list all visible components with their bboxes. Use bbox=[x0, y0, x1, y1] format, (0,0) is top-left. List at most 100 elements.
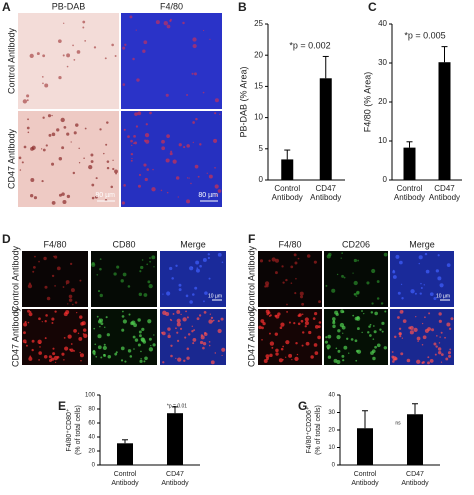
texture bbox=[325, 284, 328, 287]
texture bbox=[188, 177, 190, 179]
texture bbox=[27, 283, 33, 289]
texture bbox=[176, 339, 180, 343]
texture bbox=[199, 264, 202, 268]
texture bbox=[191, 330, 194, 333]
texture bbox=[113, 272, 117, 276]
texture bbox=[300, 319, 304, 323]
texture bbox=[148, 283, 153, 289]
texture bbox=[313, 343, 318, 347]
texture bbox=[304, 317, 309, 322]
texture bbox=[210, 360, 215, 365]
texture bbox=[65, 280, 70, 284]
texture bbox=[134, 338, 139, 342]
texture bbox=[342, 332, 344, 334]
texture bbox=[29, 53, 34, 58]
texture bbox=[204, 331, 207, 335]
texture bbox=[54, 285, 56, 287]
micrograph bbox=[18, 13, 119, 109]
texture bbox=[337, 349, 341, 353]
texture bbox=[123, 184, 126, 187]
texture bbox=[431, 328, 435, 332]
texture bbox=[191, 72, 194, 75]
column-label: F4/80 bbox=[278, 239, 301, 249]
texture bbox=[427, 361, 430, 365]
texture bbox=[194, 286, 198, 290]
texture bbox=[51, 317, 55, 321]
texture bbox=[57, 39, 62, 44]
texture bbox=[36, 52, 40, 56]
texture bbox=[138, 334, 142, 338]
texture bbox=[99, 267, 102, 271]
texture bbox=[263, 359, 268, 364]
texture bbox=[269, 341, 275, 346]
texture bbox=[343, 276, 346, 279]
texture bbox=[354, 316, 359, 321]
y-tick-label: 20 bbox=[254, 50, 263, 59]
micrograph bbox=[91, 251, 157, 307]
texture bbox=[51, 201, 56, 205]
texture bbox=[435, 269, 439, 273]
texture bbox=[30, 178, 35, 182]
texture bbox=[152, 343, 156, 347]
texture bbox=[355, 349, 359, 353]
texture bbox=[23, 145, 27, 149]
texture bbox=[147, 280, 151, 284]
texture bbox=[337, 329, 341, 333]
texture bbox=[97, 345, 102, 350]
texture bbox=[72, 44, 74, 47]
texture bbox=[121, 315, 125, 318]
texture bbox=[98, 290, 101, 293]
texture bbox=[137, 111, 142, 116]
texture bbox=[418, 262, 420, 265]
texture bbox=[369, 334, 372, 337]
texture bbox=[46, 296, 51, 301]
texture bbox=[140, 337, 145, 342]
texture bbox=[285, 356, 287, 358]
texture bbox=[135, 125, 139, 128]
texture bbox=[190, 182, 192, 185]
texture bbox=[192, 121, 195, 124]
texture bbox=[444, 336, 446, 339]
texture bbox=[51, 274, 55, 278]
row-label: CD47 Antibody bbox=[10, 306, 20, 367]
texture bbox=[143, 293, 148, 297]
texture bbox=[288, 321, 291, 324]
texture bbox=[167, 327, 171, 331]
error-bar bbox=[122, 439, 128, 444]
texture bbox=[367, 331, 370, 334]
texture bbox=[143, 360, 146, 363]
texture bbox=[221, 347, 226, 352]
texture bbox=[43, 256, 47, 261]
texture bbox=[23, 331, 26, 335]
y-tick-label: 40 bbox=[378, 19, 387, 28]
texture bbox=[56, 128, 60, 132]
texture bbox=[370, 311, 374, 314]
texture bbox=[372, 356, 376, 361]
texture bbox=[80, 322, 84, 326]
panel-letter: B bbox=[238, 0, 247, 14]
texture bbox=[180, 313, 182, 316]
texture bbox=[56, 355, 60, 359]
texture bbox=[27, 309, 31, 313]
texture bbox=[169, 152, 173, 156]
scale-bar-label: 10 µm bbox=[208, 293, 222, 299]
texture bbox=[261, 326, 264, 330]
scale-bar-label: 80 µm bbox=[198, 192, 218, 199]
texture bbox=[42, 148, 46, 152]
texture bbox=[202, 29, 205, 32]
texture bbox=[288, 353, 293, 358]
texture bbox=[122, 310, 124, 313]
texture bbox=[62, 286, 65, 288]
texture bbox=[339, 322, 345, 328]
texture bbox=[448, 354, 452, 358]
texture bbox=[202, 257, 207, 262]
texture bbox=[299, 291, 304, 296]
texture bbox=[198, 314, 202, 317]
error-bar bbox=[322, 55, 329, 79]
texture bbox=[376, 297, 380, 300]
texture bbox=[74, 301, 78, 304]
texture bbox=[152, 168, 154, 171]
texture bbox=[214, 352, 217, 354]
texture bbox=[209, 38, 211, 40]
texture bbox=[100, 356, 103, 359]
